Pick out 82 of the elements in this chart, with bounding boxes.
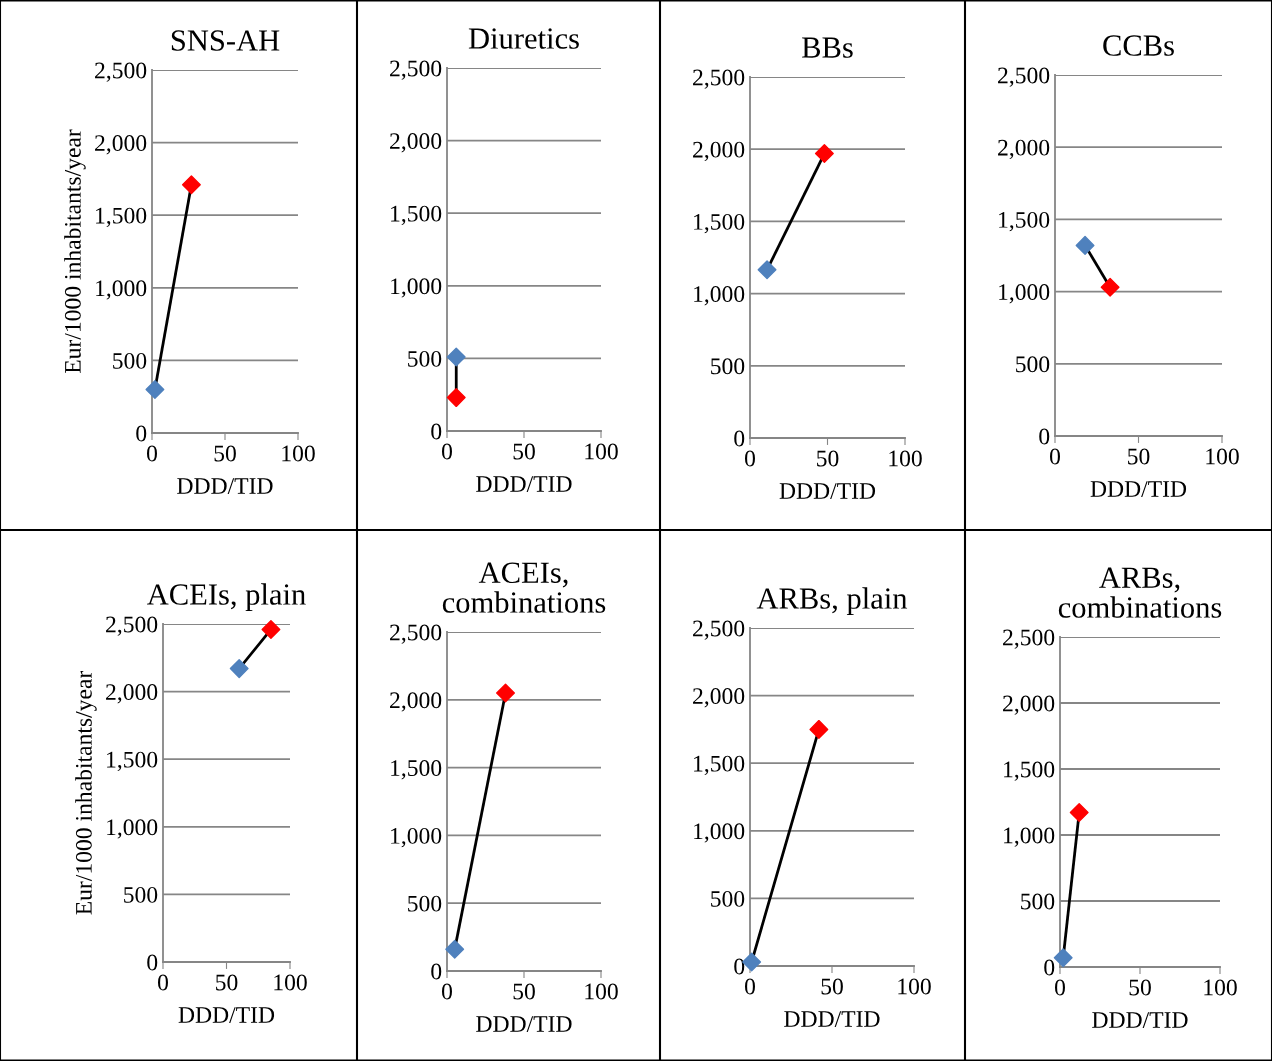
x-axis-title: DDD/TID	[784, 1011, 880, 1027]
x-tick-label: 100	[898, 978, 931, 995]
y-tick-label: 2,500	[998, 67, 1050, 87]
chart-title: ARBs, plain	[756, 587, 908, 616]
y-tick-label: 1,500	[96, 207, 147, 228]
y-tick-label: 0	[734, 430, 745, 447]
y-tick-label: 1,000	[96, 280, 147, 300]
x-axis-title: DDD/TID	[178, 1007, 275, 1023]
chart-title: BBs	[802, 37, 853, 58]
x-tick-label: 50	[513, 983, 535, 1000]
x-tick-label: 100	[274, 974, 307, 991]
y-tick-label: 1,000	[391, 278, 442, 298]
y-axis-title: Eur/1000 inhabitants/year	[75, 670, 97, 915]
chart-title: ACEIs, plain	[147, 583, 306, 612]
x-tick-label: 100	[585, 443, 618, 460]
y-tick-label: 2,500	[390, 60, 442, 80]
x-axis-title: DDD/TID	[779, 483, 876, 499]
y-tick-label: 2,000	[390, 692, 442, 712]
y-tick-label: 2,000	[693, 688, 745, 708]
y-tick-label: 0	[734, 958, 745, 975]
y-tick-label: 500	[711, 358, 745, 375]
y-tick-label: 0	[136, 425, 147, 442]
x-axis-title: DDD/TID	[476, 476, 572, 492]
y-tick-label: 0	[431, 423, 442, 440]
y-tick-label: 2,500	[106, 616, 158, 636]
x-tick-label: 50	[513, 443, 535, 460]
y-tick-label: 0	[431, 963, 442, 980]
chart-title: Diuretics	[468, 28, 579, 49]
y-tick-label: 1,000	[694, 286, 745, 306]
x-tick-label: 50	[1129, 979, 1151, 996]
y-tick-label: 2,000	[390, 133, 442, 153]
x-axis-title: DDD/TID	[1092, 1012, 1188, 1028]
x-tick-label: 100	[889, 450, 922, 467]
x-axis-title: DDD/TID	[476, 1016, 572, 1032]
chart-title: ARBs, combinations	[1058, 567, 1222, 618]
chart-title: CCBs	[1103, 35, 1174, 56]
chart-title: ACEIs, combinations	[442, 562, 606, 613]
x-tick-label: 100	[1204, 979, 1237, 996]
y-tick-label: 2,500	[693, 69, 745, 89]
y-tick-label: 1,000	[107, 819, 158, 839]
y-axis-title: Eur/1000 inhabitants/year	[64, 129, 86, 374]
y-tick-label: 1,500	[391, 205, 442, 226]
y-tick-label: 500	[113, 352, 147, 369]
y-tick-label: 0	[147, 954, 158, 971]
y-tick-label: 1,500	[694, 213, 745, 234]
x-axis-title: DDD/TID	[177, 478, 273, 494]
y-tick-label: 500	[408, 350, 442, 367]
x-tick-label: 50	[214, 445, 236, 462]
y-tick-label: 500	[124, 886, 158, 903]
y-tick-label: 1,000	[694, 823, 745, 843]
y-tick-label: 1,500	[107, 751, 158, 772]
y-tick-label: 2,000	[998, 139, 1050, 160]
y-tick-label: 0	[1039, 428, 1050, 445]
x-tick-label: 50	[216, 974, 238, 991]
y-tick-label: 1,000	[391, 827, 442, 848]
x-tick-label: 50	[821, 978, 843, 995]
chart-title: SNS-AH	[171, 30, 280, 51]
y-tick-label: 2,000	[1003, 695, 1055, 715]
x-tick-label: 50	[1128, 448, 1150, 465]
y-tick-label: 1,500	[694, 755, 745, 776]
y-tick-label: 2,500	[95, 62, 147, 82]
x-tick-label: 100	[1206, 448, 1239, 465]
y-tick-label: 2,000	[693, 141, 745, 162]
y-tick-label: 2,000	[95, 135, 147, 155]
y-tick-label: 0	[1044, 959, 1055, 976]
y-tick-label: 1,500	[391, 760, 442, 780]
y-tick-label: 1,500	[1004, 761, 1055, 781]
y-tick-label: 2,500	[390, 624, 442, 644]
y-tick-label: 2,500	[1003, 629, 1055, 649]
x-tick-label: 50	[817, 450, 839, 467]
y-tick-label: 1,500	[999, 211, 1050, 232]
y-tick-label: 500	[1016, 356, 1050, 373]
x-axis-title: DDD/TID	[1090, 481, 1187, 497]
y-tick-label: 1,000	[999, 284, 1050, 304]
y-tick-label: 500	[408, 895, 442, 912]
y-tick-label: 500	[1021, 893, 1055, 910]
y-tick-label: 1,000	[1004, 827, 1055, 847]
y-tick-label: 2,500	[693, 620, 745, 640]
y-tick-label: 500	[711, 890, 745, 907]
x-tick-label: 100	[585, 983, 618, 1000]
y-tick-label: 2,000	[106, 684, 158, 704]
x-tick-label: 100	[282, 445, 315, 462]
